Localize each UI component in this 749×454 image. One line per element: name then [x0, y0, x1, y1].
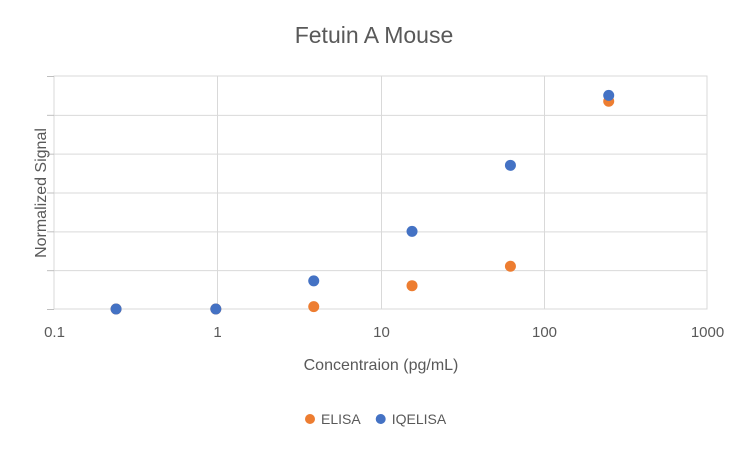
x-tick-label: 1	[213, 324, 221, 341]
data-point-iqelisa	[504, 159, 516, 171]
x-axis-tick-labels: 0.1 1 10 100 1000	[44, 324, 724, 341]
data-point-iqelisa	[406, 225, 418, 237]
x-axis-label: Concentraion (pg/mL)	[304, 357, 459, 374]
data-point-iqelisa	[110, 303, 122, 315]
legend-marker-iqelisa	[375, 414, 386, 424]
y-axis-label: Normalized Signal	[33, 128, 50, 258]
legend-marker-elisa	[305, 414, 315, 424]
x-tick-label: 100	[532, 324, 557, 341]
chart-title: Fetuin A Mouse	[295, 22, 454, 48]
x-tick-label: 10	[373, 324, 390, 341]
x-tick-label: 1000	[691, 324, 724, 341]
data-point-elisa	[504, 260, 516, 272]
y-axis-ticks	[47, 76, 54, 310]
data-point-elisa	[308, 301, 320, 313]
data-point-iqelisa	[603, 89, 615, 101]
legend-label-iqelisa: IQELISA	[392, 411, 447, 427]
data-points	[110, 89, 615, 315]
legend: ELISA IQELISA	[305, 411, 447, 427]
legend-label-elisa: ELISA	[321, 411, 361, 427]
x-tick-label: 0.1	[44, 324, 65, 341]
data-point-iqelisa	[308, 275, 320, 287]
data-point-iqelisa	[210, 303, 222, 315]
data-point-elisa	[406, 280, 418, 292]
gridlines	[54, 76, 707, 309]
